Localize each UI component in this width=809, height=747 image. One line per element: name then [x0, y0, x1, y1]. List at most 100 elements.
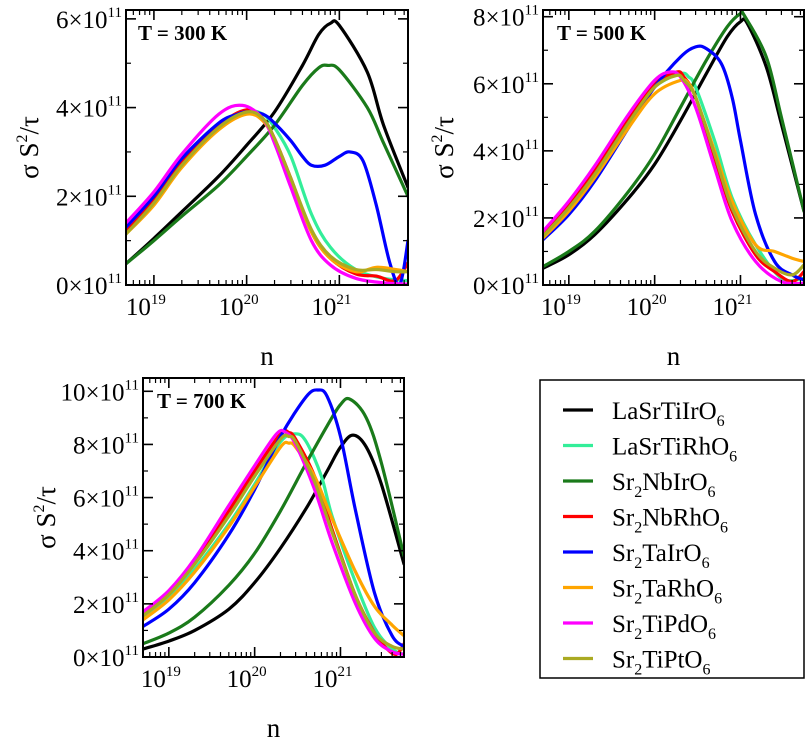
y-tick-label: 2×1011: [73, 590, 139, 619]
legend-subscript: 6: [702, 555, 710, 572]
x-axis-label: n: [667, 341, 681, 371]
y-tick-exponent: 11: [125, 484, 139, 500]
series-group: [126, 19, 408, 285]
legend-subscript: 2: [634, 626, 642, 643]
legend-subscript: 6: [720, 520, 728, 537]
legend-text: Sr: [612, 469, 635, 496]
legend-text: NbRhO: [642, 505, 720, 532]
x-tick-label: 1020: [219, 292, 259, 321]
series-line-sr2nbiro6: [543, 10, 804, 269]
legend-subscript: 2: [634, 555, 642, 572]
y-label-main: σ S: [429, 143, 459, 179]
x-tick-base: 10: [227, 666, 252, 693]
y-tick-label: 4×1011: [473, 137, 539, 166]
legend-text: TaRhO: [642, 576, 714, 603]
legend-subscript: 2: [634, 662, 642, 679]
legend-label: Sr2NbIrO6: [612, 469, 716, 501]
x-tick-base: 10: [712, 294, 737, 321]
y-tick-exponent: 11: [525, 3, 539, 19]
series-group: [143, 388, 404, 657]
y-axis-label: σ S2/τ: [429, 116, 459, 179]
series-line-lasrtirho6: [143, 432, 404, 656]
y-tick-mantissa: 4×10: [56, 96, 108, 123]
y-tick-exponent: 11: [525, 271, 539, 287]
x-tick-label: 1021: [311, 292, 351, 321]
y-tick-label: 8×1011: [473, 3, 539, 32]
y-tick-exponent: 11: [125, 537, 139, 553]
x-tick-base: 10: [312, 666, 337, 693]
y-tick-exponent: 11: [108, 182, 122, 198]
x-tick-exponent: 19: [566, 292, 581, 308]
x-tick-base: 10: [311, 294, 336, 321]
x-tick-exponent: 19: [151, 292, 166, 308]
x-tick-exponent: 19: [166, 664, 181, 680]
x-axis-label: n: [267, 713, 281, 743]
y-tick-mantissa: 6×10: [73, 486, 125, 513]
x-tick-base: 10: [541, 294, 566, 321]
legend-box: [539, 379, 805, 679]
legend-text: Sr: [612, 576, 635, 603]
y-label-superscript: 2: [31, 505, 48, 513]
y-tick-label: 6×1011: [56, 5, 122, 34]
legend-subscript: 2: [634, 520, 642, 537]
y-axis-label: σ S2/τ: [14, 116, 44, 179]
x-tick-label: 1019: [126, 292, 166, 321]
y-tick-mantissa: 0×10: [473, 273, 525, 300]
legend-label: Sr2TaIrO6: [612, 540, 710, 572]
legend-label: LaSrTiRhO6: [612, 434, 737, 466]
series-line-sr2tipdo6: [126, 103, 408, 285]
x-tick-base: 10: [627, 294, 652, 321]
x-tick-label: 1020: [627, 292, 667, 321]
y-label-tail: /τ: [31, 486, 61, 505]
series-line-sr2tarho6: [143, 440, 404, 638]
y-tick-label: 6×1011: [473, 70, 539, 99]
x-axis-label: n: [260, 341, 274, 371]
series-line-lasrtiiro6: [543, 17, 804, 270]
legend-subscript: 6: [708, 626, 716, 643]
legend-subscript: 2: [634, 484, 642, 501]
y-tick-label: 4×1011: [73, 537, 139, 566]
y-tick-exponent: 11: [108, 5, 122, 21]
y-label-superscript: 2: [429, 135, 446, 143]
legend-subscript: 6: [717, 413, 725, 430]
series-line-sr2tairo6: [126, 110, 408, 285]
y-tick-label: 10×1011: [60, 377, 139, 406]
series-line-sr2nbiro6: [126, 63, 408, 266]
y-tick-mantissa: 4×10: [473, 139, 525, 166]
series-line-sr2tipto6: [126, 110, 408, 274]
x-tick-exponent: 21: [737, 292, 752, 308]
y-tick-mantissa: 2×10: [473, 206, 525, 233]
y-tick-mantissa: 8×10: [73, 432, 125, 459]
series-line-lasrtiiro6: [126, 19, 408, 266]
x-tick-exponent: 20: [252, 664, 267, 680]
plot-frame: [142, 377, 405, 658]
x-tick-exponent: 20: [244, 292, 259, 308]
y-label-main: σ S: [31, 513, 61, 549]
x-tick-base: 10: [126, 294, 151, 321]
x-tick-label: 1021: [312, 664, 352, 693]
legend-text: Sr: [612, 505, 635, 532]
series-group: [543, 10, 804, 285]
y-tick-mantissa: 2×10: [56, 184, 108, 211]
legend-subscript: 2: [634, 591, 642, 608]
y-axis-label: σ S2/τ: [31, 486, 61, 549]
y-tick-exponent: 11: [108, 94, 122, 110]
x-tick-label: 1021: [712, 292, 752, 321]
y-tick-mantissa: 2×10: [73, 592, 125, 619]
y-tick-mantissa: 0×10: [73, 645, 125, 672]
legend-subscript: 6: [714, 591, 722, 608]
x-tick-exponent: 20: [652, 292, 667, 308]
chart-panel-3: 1019 1020 10210×10112×10114×10116×10118×10…: [31, 377, 405, 743]
x-tick-label: 1020: [227, 664, 267, 693]
y-tick-mantissa: 0×10: [56, 273, 108, 300]
x-tick-label: 1019: [141, 664, 181, 693]
plot-frame: [125, 9, 409, 286]
y-tick-exponent: 11: [125, 643, 139, 659]
x-tick-exponent: 21: [336, 292, 351, 308]
series-line-sr2tipto6: [543, 73, 804, 277]
series-line-sr2tarho6: [126, 112, 408, 274]
legend-text: TiPtO: [642, 647, 702, 674]
y-tick-mantissa: 10×10: [60, 379, 124, 406]
series-line-sr2tipdo6: [543, 70, 804, 285]
